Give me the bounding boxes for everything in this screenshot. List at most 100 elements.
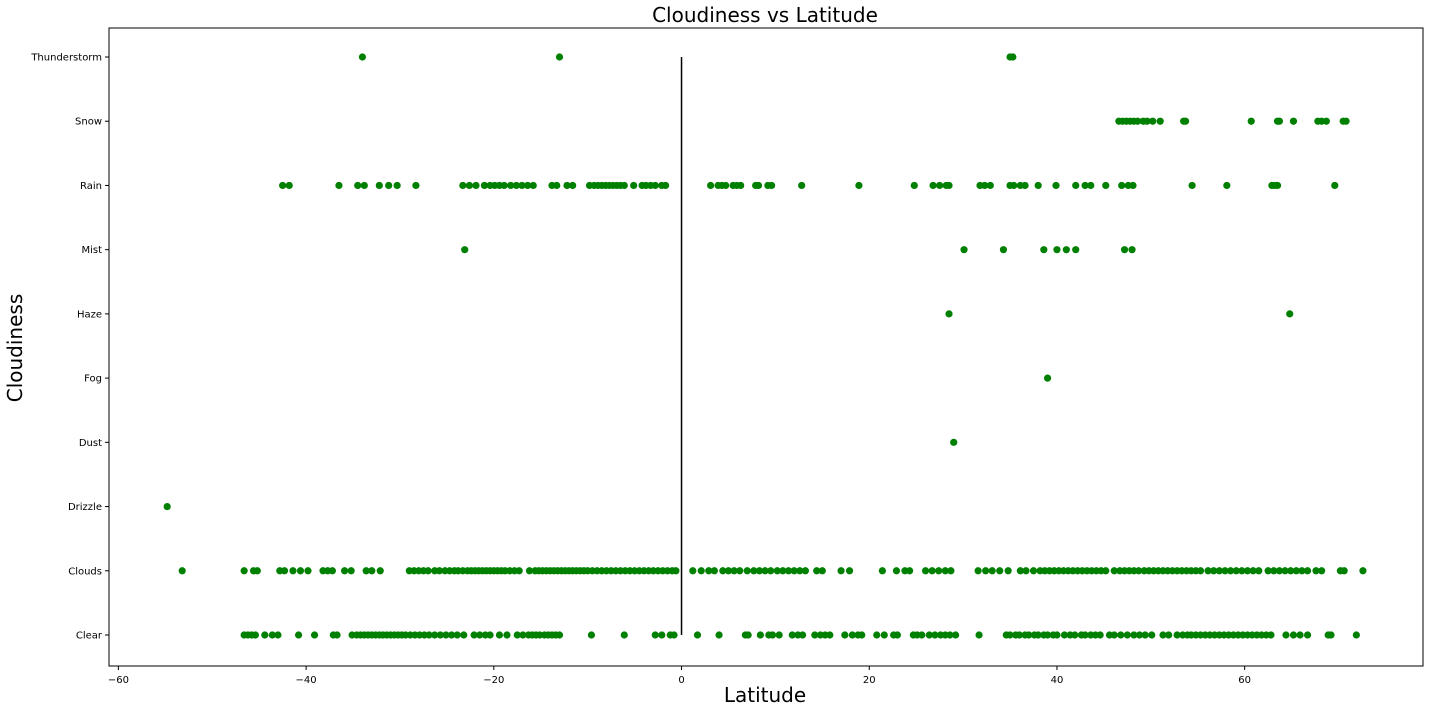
data-point: [1072, 246, 1080, 254]
data-point: [837, 567, 845, 575]
data-point: [779, 567, 787, 575]
data-point: [1053, 246, 1061, 254]
data-point: [569, 181, 577, 190]
data-point: [412, 181, 420, 190]
data-point: [1173, 631, 1181, 639]
data-point: [928, 567, 936, 575]
data-point: [1009, 53, 1017, 61]
x-tick-label: 60: [1238, 675, 1251, 686]
data-point: [1052, 181, 1060, 190]
data-point: [1159, 631, 1167, 639]
data-point: [1025, 631, 1033, 639]
data-point: [1243, 567, 1252, 575]
data-point: [1249, 567, 1257, 575]
data-point: [1303, 631, 1312, 639]
data-point: [1327, 631, 1335, 639]
data-point: [1123, 631, 1131, 639]
data-point: [1143, 117, 1151, 125]
data-point: [813, 567, 821, 575]
data-point: [461, 246, 469, 254]
x-tick-label: −60: [108, 675, 129, 686]
data-point: [1340, 567, 1348, 575]
data-point: [465, 181, 474, 190]
data-point: [811, 631, 819, 639]
data-point: [910, 181, 918, 190]
data-point: [893, 631, 902, 639]
data-point: [818, 567, 826, 575]
data-point: [1071, 631, 1079, 639]
data-point: [1273, 181, 1282, 190]
data-point: [1096, 631, 1104, 639]
data-point: [1141, 631, 1149, 639]
data-point: [529, 181, 537, 190]
data-point: [393, 181, 401, 190]
data-point: [689, 567, 697, 575]
data-point: [1181, 117, 1190, 125]
data-point: [1342, 117, 1350, 125]
data-point: [855, 181, 863, 190]
data-point: [1034, 181, 1042, 190]
data-point: [724, 567, 733, 575]
data-point: [335, 181, 343, 190]
data-point: [697, 567, 705, 575]
data-point: [253, 567, 261, 575]
data-point: [935, 567, 943, 575]
data-point: [775, 631, 783, 639]
data-point: [737, 181, 745, 190]
data-point: [1289, 631, 1298, 639]
data-point: [285, 181, 293, 190]
data-point: [722, 181, 730, 190]
data-point: [1298, 567, 1306, 575]
data-point: [755, 567, 764, 575]
data-point: [1117, 631, 1125, 639]
data-point: [328, 567, 336, 575]
data-point: [931, 631, 939, 639]
data-point: [761, 567, 769, 575]
data-point: [845, 567, 854, 575]
data-point: [470, 631, 478, 639]
data-point: [1134, 117, 1142, 125]
chart-title: Cloudiness vs Latitude: [652, 3, 878, 27]
data-point: [340, 567, 349, 575]
data-point: [1264, 567, 1272, 575]
data-point: [1062, 246, 1070, 254]
data-point: [743, 567, 751, 575]
y-tick-label: Dust: [79, 438, 102, 449]
x-tick-label: −20: [483, 675, 504, 686]
data-point: [873, 631, 881, 639]
data-point: [946, 631, 954, 639]
y-tick-label: Mist: [81, 245, 102, 256]
data-point: [274, 631, 282, 639]
data-point: [289, 567, 297, 575]
data-point: [1043, 374, 1052, 382]
data-point: [1359, 567, 1367, 575]
data-point: [878, 567, 886, 575]
data-point: [1292, 567, 1300, 575]
data-point: [996, 567, 1004, 575]
y-axis-label: Cloudiness: [3, 294, 27, 403]
data-point: [744, 631, 752, 639]
data-point: [707, 181, 715, 190]
data-point: [563, 181, 571, 190]
data-point: [1081, 181, 1089, 190]
data-point: [268, 631, 276, 639]
data-point: [1102, 181, 1110, 190]
data-point: [1135, 631, 1144, 639]
data-point: [1102, 567, 1110, 575]
data-point: [513, 631, 521, 639]
data-point: [362, 567, 370, 575]
data-point: [951, 631, 960, 639]
data-point: [950, 438, 958, 446]
data-point: [670, 631, 678, 639]
data-point: [480, 181, 489, 190]
data-point: [880, 631, 888, 639]
data-point: [442, 631, 450, 639]
data-point: [1043, 631, 1052, 639]
data-point: [1128, 246, 1136, 254]
data-point: [1149, 117, 1157, 125]
data-point: [555, 53, 564, 61]
data-point: [310, 631, 319, 639]
data-point: [178, 567, 186, 575]
data-point: [1053, 631, 1061, 639]
